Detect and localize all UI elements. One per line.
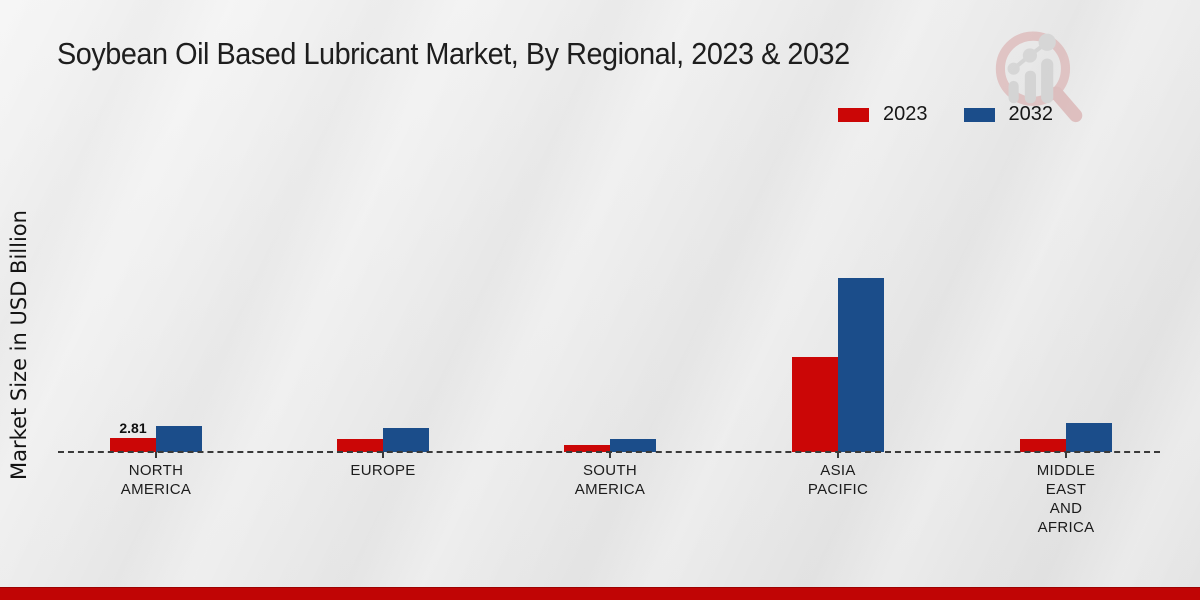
category-label-north-america: NORTH AMERICA <box>120 462 192 498</box>
bar-2032-middle-east-and-africa <box>1066 423 1112 452</box>
axis-tick-south-america <box>609 452 611 458</box>
bar-2023-europe <box>337 439 383 452</box>
legend-item-2032: 2032 <box>963 103 1054 126</box>
legend-label-2023: 2023 <box>883 103 928 125</box>
axis-tick-north-america <box>155 452 157 458</box>
bar-2023-north-america <box>110 438 156 452</box>
legend-swatch-2023 <box>838 107 869 122</box>
zero-baseline <box>58 451 1160 453</box>
bar-2032-south-america <box>610 439 656 452</box>
category-label-europe: EUROPE <box>350 462 416 479</box>
chart-title: Soybean Oil Based Lubricant Market, By R… <box>57 36 850 71</box>
axis-tick-middle-east-and-africa <box>1065 452 1067 458</box>
bar-2023-middle-east-and-africa <box>1020 439 1066 452</box>
legend-swatch-2032 <box>963 107 995 122</box>
bar-2032-europe <box>383 428 429 452</box>
y-axis-label: Market Size in USD Billion <box>7 210 31 480</box>
bar-2032-north-america <box>156 426 202 452</box>
legend-item-2023: 2023 <box>838 103 928 126</box>
bar-value-label: 2.81 <box>119 420 147 436</box>
bar-2032-asia-pacific <box>838 278 884 452</box>
category-label-middle-east-and-africa: MIDDLE EAST AND AFRICA <box>1036 462 1096 536</box>
bar-2023-south-america <box>564 445 610 452</box>
axis-tick-asia-pacific <box>837 452 839 458</box>
category-label-south-america: SOUTH AMERICA <box>574 462 646 498</box>
bar-chart-magnifier-logo-icon <box>995 31 1083 123</box>
legend: 2023 2032 <box>838 103 1053 126</box>
axis-tick-europe <box>382 452 384 458</box>
bar-2023-asia-pacific <box>792 357 838 452</box>
category-label-asia-pacific: ASIA PACIFIC <box>807 462 869 498</box>
legend-label-2032: 2032 <box>1008 103 1054 125</box>
footer-stripe <box>0 587 1200 600</box>
